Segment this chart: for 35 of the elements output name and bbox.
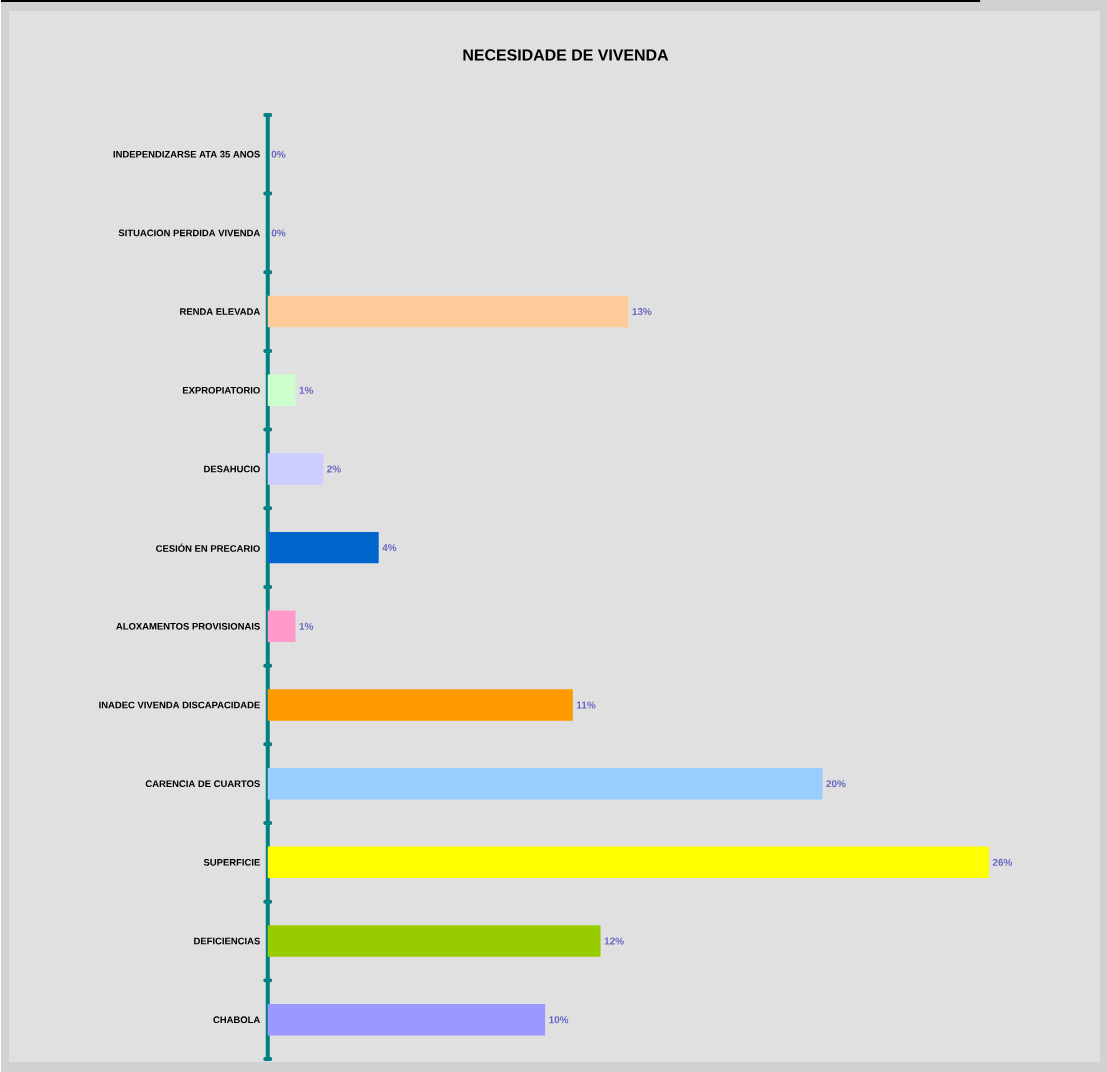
y-tick-label: DEFICIENCIAS [194,937,260,945]
data-label: 0% [271,229,286,237]
data-label: 4% [382,544,397,552]
bar [267,453,324,485]
data-label: 20% [826,780,846,788]
y-tick-label: EXPROPIATORIO [182,386,260,394]
bar [267,374,296,406]
y-tick-label: CARENCIA DE CUARTOS [145,780,260,788]
y-tick-label: SITUACION PERDIDA VIVENDA [118,229,260,237]
data-label: 2% [327,465,341,473]
y-tick-label: SUPERFICIE [203,858,260,866]
bar [267,925,601,957]
data-label: 10% [549,1016,569,1024]
y-tick-label: CESIÓN EN PRECARIO [156,543,260,552]
data-label: 11% [576,701,596,709]
y-tick-label: INDEPENDIZARSE ATA 35 ANOS [113,150,260,158]
bar [267,295,629,328]
bar [267,531,379,564]
chart-title: NECESIDADE DE VIVENDA [463,49,669,61]
data-label: 1% [299,386,314,394]
y-tick-label: INADEC VIVENDA DISCAPACIDADE [99,701,260,709]
bar [267,1003,546,1036]
bar [267,767,823,800]
data-label: 1% [299,622,314,630]
y-tick-label: CHABOLA [213,1016,260,1024]
bar [267,689,573,721]
y-tick-label: RENDA ELEVADA [180,308,260,315]
data-label: 26% [992,858,1013,866]
bar [267,610,296,643]
y-tick-label: DESAHUCIO [204,465,260,473]
data-label: 13% [632,308,652,316]
y-tick-label: ALOXAMENTOS PROVISIONAIS [116,622,260,630]
bar [267,846,989,879]
data-label: 12% [604,937,624,945]
data-label: 0% [271,150,286,158]
